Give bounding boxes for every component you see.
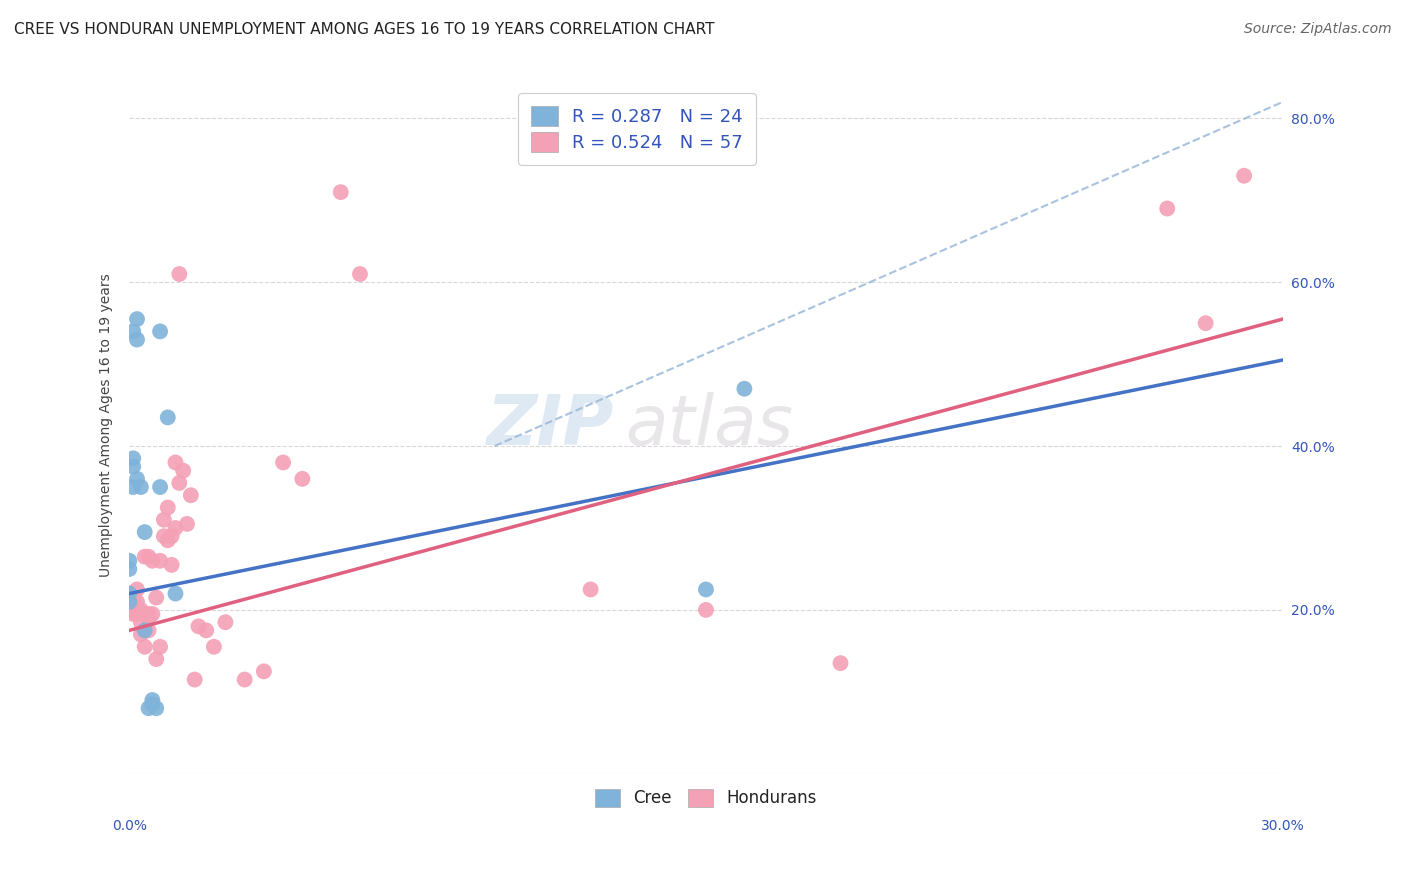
Point (118, 603, 141, 617)
Point (125, 607, 148, 621)
Point (122, 480, 145, 494)
Point (153, 513, 176, 527)
Point (579, 582, 602, 597)
Point (134, 525, 156, 540)
Point (125, 595, 148, 609)
Point (156, 500, 179, 515)
Point (153, 529, 176, 543)
Point (118, 586, 141, 600)
Point (122, 451, 145, 466)
Point (125, 333, 148, 347)
Point (145, 591, 167, 605)
Point (141, 607, 163, 621)
Point (830, 656, 852, 670)
Point (134, 549, 156, 564)
Point (253, 665, 276, 679)
Point (165, 521, 187, 535)
Point (141, 697, 163, 711)
Point (138, 549, 160, 564)
Point (180, 488, 202, 502)
Point (349, 267, 371, 281)
Text: atlas: atlas (626, 392, 793, 459)
Point (183, 673, 205, 687)
Point (134, 624, 156, 638)
Point (233, 673, 256, 687)
Point (165, 586, 187, 600)
Point (122, 459, 145, 474)
Text: 0.0%: 0.0% (112, 819, 146, 833)
Point (1233, 169, 1256, 183)
Point (149, 640, 172, 654)
Point (118, 595, 141, 609)
Text: Source: ZipAtlas.com: Source: ZipAtlas.com (1244, 22, 1392, 37)
Point (122, 607, 145, 621)
Point (695, 603, 717, 617)
Point (1156, 202, 1178, 216)
Point (134, 607, 156, 621)
Point (172, 464, 194, 478)
Point (122, 603, 145, 617)
Point (149, 325, 172, 339)
Point (141, 554, 163, 568)
Point (118, 586, 141, 600)
Point (122, 591, 145, 605)
Point (138, 607, 160, 621)
Text: 30.0%: 30.0% (1261, 819, 1305, 833)
Point (129, 480, 152, 494)
Point (291, 472, 314, 486)
Point (125, 312, 148, 326)
Point (195, 624, 218, 638)
Point (129, 615, 152, 630)
Y-axis label: Unemployment Among Ages 16 to 19 years: Unemployment Among Ages 16 to 19 years (100, 274, 114, 577)
Point (125, 603, 148, 617)
Point (176, 516, 198, 531)
Point (329, 185, 352, 199)
Point (145, 652, 167, 666)
Point (1195, 316, 1218, 330)
Text: ZIP: ZIP (486, 392, 613, 459)
Text: CREE VS HONDURAN UNEMPLOYMENT AMONG AGES 16 TO 19 YEARS CORRELATION CHART: CREE VS HONDURAN UNEMPLOYMENT AMONG AGES… (14, 22, 714, 37)
Point (125, 582, 148, 597)
Point (141, 693, 163, 707)
Point (733, 382, 755, 396)
Point (118, 554, 141, 568)
Point (149, 554, 172, 568)
Point (122, 325, 145, 339)
Point (156, 533, 179, 548)
Point (138, 624, 160, 638)
Point (122, 595, 145, 609)
Point (160, 558, 183, 572)
Point (169, 267, 191, 281)
Point (149, 480, 172, 494)
Point (145, 701, 167, 715)
Point (138, 611, 160, 625)
Point (695, 582, 717, 597)
Point (129, 603, 152, 617)
Point (129, 627, 152, 641)
Point (156, 410, 179, 425)
Point (134, 640, 156, 654)
Point (165, 455, 187, 469)
Point (118, 591, 141, 605)
Point (214, 615, 236, 630)
Point (187, 619, 209, 633)
Point (169, 475, 191, 490)
Point (125, 472, 148, 486)
Point (118, 562, 141, 576)
Legend: Cree, Hondurans: Cree, Hondurans (588, 782, 824, 814)
Point (160, 529, 183, 543)
Point (138, 701, 160, 715)
Point (271, 455, 294, 469)
Point (202, 640, 225, 654)
